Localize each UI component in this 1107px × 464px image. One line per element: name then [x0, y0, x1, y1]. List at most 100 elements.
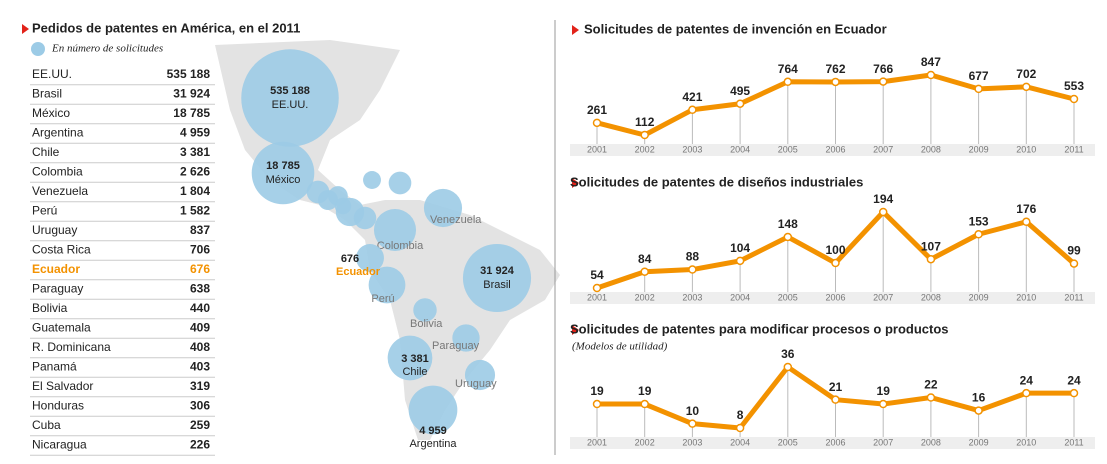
x-tick-label: 2001: [587, 437, 607, 447]
chart-title: Solicitudes de patentes de invención en …: [584, 21, 887, 36]
bubble-value: 676: [341, 253, 359, 265]
data-label: 112: [635, 115, 655, 129]
data-label: 36: [781, 347, 795, 361]
country-value: 259: [190, 418, 210, 432]
country-value: 706: [190, 243, 210, 257]
data-label: 148: [778, 217, 798, 231]
country-value: 3 381: [180, 145, 210, 159]
data-label: 421: [682, 90, 702, 104]
x-tick-label: 2006: [825, 144, 845, 154]
point: [974, 406, 983, 415]
data-label: 847: [921, 55, 941, 69]
bubble: [251, 141, 315, 205]
bubble-name: Perú: [371, 293, 394, 305]
x-tick-label: 2006: [825, 292, 845, 302]
data-label: 194: [873, 192, 893, 206]
point: [878, 399, 888, 409]
bubble: [334, 197, 352, 215]
data-label: 10: [686, 404, 700, 418]
country-name: México: [32, 106, 70, 120]
data-label: 553: [1064, 79, 1084, 93]
data-label: 19: [590, 384, 604, 398]
bubble-name: Brasil: [483, 279, 511, 291]
x-tick-label: 2010: [1016, 437, 1036, 447]
data-label: 495: [730, 84, 750, 98]
data-label: 8: [737, 408, 744, 422]
x-tick-label: 2009: [969, 144, 989, 154]
x-tick-label: 2001: [587, 292, 607, 302]
bubble: [373, 208, 417, 252]
country-name: Venezuela: [32, 184, 88, 198]
point: [688, 419, 697, 428]
country-value: 1 804: [180, 184, 210, 198]
title-marker: [572, 178, 579, 188]
x-tick-label: 2002: [635, 437, 655, 447]
x-tick-label: 2004: [730, 292, 750, 302]
bubble: [363, 171, 381, 189]
country-name: Perú: [32, 204, 57, 218]
country-value: 440: [190, 301, 210, 315]
country-value: 18 785: [173, 106, 210, 120]
x-tick-label: 2007: [873, 292, 893, 302]
country-value: 535 188: [167, 67, 211, 81]
bubble-name: Chile: [402, 366, 427, 378]
point: [926, 393, 936, 402]
x-tick-label: 2009: [969, 292, 989, 302]
bubble: [356, 244, 384, 272]
country-name: Uruguay: [32, 223, 77, 237]
chart-subtitle: (Modelos de utilidad): [572, 341, 668, 353]
point: [878, 77, 888, 86]
bubble: [387, 335, 433, 381]
data-label: 99: [1067, 244, 1081, 258]
country-value: 2 626: [180, 165, 210, 179]
bubble: [353, 206, 377, 230]
data-label: 100: [825, 243, 845, 257]
point: [783, 77, 793, 87]
country-value: 4 959: [180, 126, 210, 140]
data-label: 107: [921, 239, 941, 253]
legend-swatch: [31, 42, 45, 56]
x-tick-label: 2002: [635, 292, 655, 302]
point: [735, 256, 745, 266]
country-name: Ecuador: [32, 262, 80, 276]
bubble: [464, 359, 496, 391]
country-value: 409: [190, 321, 210, 335]
x-tick-label: 2008: [921, 292, 941, 302]
x-tick-label: 2009: [969, 437, 989, 447]
x-tick-label: 2001: [587, 144, 607, 154]
point: [688, 265, 697, 274]
data-label: 22: [924, 378, 938, 392]
map-title: Pedidos de patentes en América, en el 20…: [32, 20, 300, 35]
point: [831, 77, 840, 87]
year-band: [570, 437, 1095, 449]
point: [974, 230, 983, 239]
data-label: 261: [587, 103, 607, 117]
x-tick-label: 2002: [635, 144, 655, 154]
point: [974, 84, 983, 94]
x-tick-label: 2006: [825, 437, 845, 447]
country-value: 676: [190, 262, 210, 276]
country-value: 638: [190, 282, 210, 296]
data-label: 21: [829, 380, 843, 394]
country-name: Cuba: [32, 418, 61, 432]
point: [592, 283, 602, 293]
bubble: [388, 171, 412, 195]
bubble-name: Paraguay: [432, 340, 480, 352]
bubble: [423, 188, 463, 228]
point: [926, 70, 936, 80]
chart-title: Solicitudes de patentes de diseños indus…: [570, 174, 863, 189]
point: [640, 267, 649, 276]
legend-label: En número de solicitudes: [51, 43, 163, 55]
year-band: [570, 144, 1095, 156]
point: [831, 395, 840, 404]
data-label: 766: [873, 62, 893, 76]
bubble-name: Venezuela: [430, 214, 482, 226]
country-value: 837: [190, 223, 210, 237]
point: [735, 99, 745, 108]
point: [783, 232, 793, 242]
country-name: Guatemala: [32, 321, 91, 335]
country-name: Brasil: [32, 87, 62, 101]
bubble-value: 3 381: [401, 353, 429, 365]
x-tick-label: 2011: [1064, 292, 1083, 302]
point: [640, 130, 649, 140]
